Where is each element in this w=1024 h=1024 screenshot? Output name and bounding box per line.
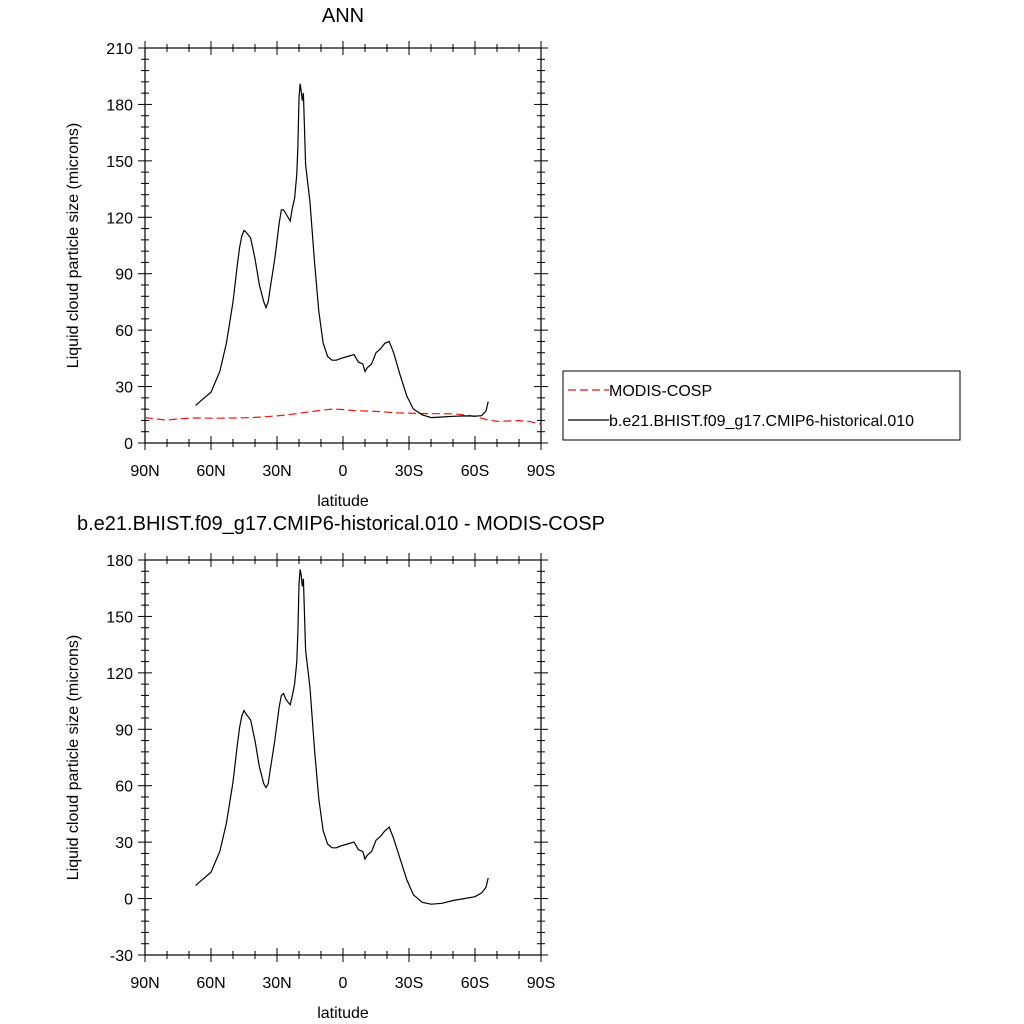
chart-title: b.e21.BHIST.f09_g17.CMIP6-historical.010… <box>77 513 605 535</box>
series-line-modis-cosp <box>145 408 541 425</box>
x-tick-label: 60N <box>196 463 225 480</box>
x-tick-label: 30N <box>262 463 291 480</box>
x-tick-label: 90N <box>130 975 159 992</box>
y-tick-label: 180 <box>106 553 133 570</box>
y-tick-label: 60 <box>115 779 133 796</box>
y-tick-label: 90 <box>115 722 133 739</box>
y-tick-label: 150 <box>106 154 133 171</box>
y-tick-label: 150 <box>106 609 133 626</box>
x-tick-label: 60S <box>461 975 489 992</box>
legend: MODIS-COSP b.e21.BHIST.f09_g17.CMIP6-hist… <box>562 370 961 441</box>
x-axis-label: latitude <box>317 493 369 510</box>
y-tick-label: -30 <box>110 948 133 965</box>
plot-frame <box>144 559 542 956</box>
x-tick-label: 60N <box>196 975 225 992</box>
chart-panel-2: b.e21.BHIST.f09_g17.CMIP6-historical.010… <box>65 513 605 1022</box>
legend-label: b.e21.BHIST.f09_g17.CMIP6-historical.010 <box>609 413 914 430</box>
x-axis-label: latitude <box>317 1005 369 1022</box>
x-tick-label: 0 <box>339 975 348 992</box>
legend-label: MODIS-COSP <box>609 383 712 400</box>
x-tick-label: 60S <box>461 463 489 480</box>
x-tick-label: 0 <box>339 463 348 480</box>
x-tick-label: 30N <box>262 975 291 992</box>
y-tick-label: 210 <box>106 41 133 58</box>
x-tick-label: 30S <box>395 975 423 992</box>
x-tick-label: 90N <box>130 463 159 480</box>
series-line-difference <box>195 569 489 905</box>
y-tick-label: 90 <box>115 267 133 284</box>
x-tick-label: 30S <box>395 463 423 480</box>
y-tick-label: 60 <box>115 323 133 340</box>
y-tick-label: 180 <box>106 97 133 114</box>
y-tick-label: 120 <box>106 210 133 227</box>
chart-title: ANN <box>322 5 364 27</box>
plot-frame <box>144 47 542 444</box>
y-tick-label: 30 <box>115 835 133 852</box>
x-tick-label: 90S <box>527 975 555 992</box>
y-tick-label: 0 <box>124 436 133 453</box>
series-line-b-e21-bhist-f09-g17-cmip6-historical-010 <box>195 83 489 419</box>
x-tick-label: 90S <box>527 463 555 480</box>
legend-box <box>562 370 961 441</box>
y-tick-label: 30 <box>115 380 133 397</box>
y-tick-label: 120 <box>106 666 133 683</box>
chart-panel-1: ANN 0 30 60 90 120 150 180 210 90N 60N 30N 0 30S 60S 90… <box>65 5 961 510</box>
y-tick-label: 0 <box>124 892 133 909</box>
y-axis-label: Liquid cloud particle size (microns) <box>65 635 82 880</box>
y-axis-label: Liquid cloud particle size (microns) <box>65 123 82 368</box>
